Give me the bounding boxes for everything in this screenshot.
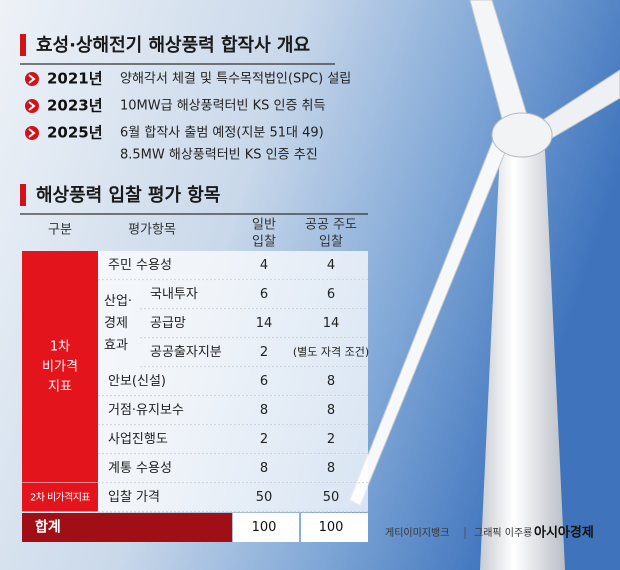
publisher: 아시아경제 xyxy=(534,525,594,541)
row-item: 안보(신설) xyxy=(108,374,166,389)
group-label: 지표 xyxy=(48,380,72,395)
row-item: 국내투자 xyxy=(150,287,198,302)
credit-source: 게티이미지뱅크 xyxy=(385,527,449,539)
value-general: 2 xyxy=(260,345,268,360)
group-label: 1차 xyxy=(50,340,70,355)
total-cell xyxy=(233,513,299,542)
value-general: 6 xyxy=(260,287,268,302)
row-bg xyxy=(98,396,368,425)
evaluation-title: 해상풍력 입찰 평가 항목 xyxy=(36,184,220,206)
row-bg xyxy=(98,454,368,483)
value-general: 8 xyxy=(260,461,268,476)
bullet-arrow xyxy=(28,128,36,138)
row-bg xyxy=(98,483,368,512)
credit-graphic: 그래픽 이주룡 xyxy=(474,527,532,539)
header-cell: 일반 xyxy=(252,218,276,233)
value-public: 2 xyxy=(327,432,335,447)
value-general: 4 xyxy=(260,258,268,273)
row-bg xyxy=(98,338,368,367)
row-item: 주민 수용성 xyxy=(108,258,172,273)
wind-turbine xyxy=(349,0,620,570)
timeline: 2021년 양해각서 체결 및 특수목적법인(SPC) 설립 2023년 10MW급 … xyxy=(25,70,351,163)
value-public: 8 xyxy=(327,403,335,418)
value-public: 4 xyxy=(327,258,335,273)
row-item: 입찰 가격 xyxy=(108,490,160,505)
bullet-arrow xyxy=(28,74,36,84)
row-bg xyxy=(98,251,368,280)
total-public: 100 xyxy=(319,520,344,535)
timeline-year: 2025년 xyxy=(47,124,103,142)
value-public: 8 xyxy=(327,461,335,476)
timeline-text: 6월 합작사 출범 예정(지분 51대 49) xyxy=(120,126,324,141)
title-bar xyxy=(20,184,26,206)
header-cell: 공공 주도 xyxy=(305,218,357,233)
timeline-text: 8.5MW 해상풍력터빈 KS 인증 추진 xyxy=(120,148,318,163)
total-general: 100 xyxy=(252,520,277,535)
title-bar xyxy=(20,34,26,56)
value-general: 14 xyxy=(256,316,273,331)
header-cell: 입찰 xyxy=(319,235,343,250)
value-general: 6 xyxy=(260,374,268,389)
total-label: 합계 xyxy=(35,519,61,536)
bullet-icon xyxy=(25,72,39,86)
row-bg xyxy=(98,425,368,454)
value-general: 50 xyxy=(256,490,273,505)
value-general: 2 xyxy=(260,432,268,447)
timeline-text: 10MW급 해상풍력터빈 KS 인증 취득 xyxy=(120,99,326,114)
row-bg xyxy=(98,309,368,338)
subgroup-label: 경제 xyxy=(104,316,128,331)
subgroup-label: 효과 xyxy=(104,338,128,353)
timeline-text: 양해각서 체결 및 특수목적법인(SPC) 설립 xyxy=(120,72,351,87)
table: 주민 수용성 4 4 국내투자 6 6 공급망 14 14 공공출자지분 2 (별도 자격 조건) 산업… xyxy=(22,251,369,542)
header-cell: 구분 xyxy=(48,223,72,238)
row-item: 공급망 xyxy=(150,316,186,331)
row-bg xyxy=(98,280,368,309)
group-block xyxy=(22,483,98,512)
value-public: 6 xyxy=(327,287,335,302)
row-item: 계통 수용성 xyxy=(108,461,172,476)
total-cell xyxy=(301,513,368,542)
header-cell: 입찰 xyxy=(252,235,276,250)
timeline-year: 2021년 xyxy=(47,70,103,88)
row-item: 사업진행도 xyxy=(108,431,168,447)
overview-title: 효성·상해전기 해상풍력 합작사 개요 xyxy=(36,34,310,56)
value-public: 14 xyxy=(323,316,340,331)
value-public: 8 xyxy=(327,374,335,389)
row-item: 공공출자지분 xyxy=(150,345,222,360)
group-label: 2차 비가격지표 xyxy=(30,491,90,504)
value-public: (별도 자격 조건) xyxy=(293,346,369,359)
bullet-arrow xyxy=(28,101,36,111)
total-label-bg xyxy=(22,513,232,542)
subgroup-label: 산업· xyxy=(104,294,132,309)
value-public: 50 xyxy=(323,490,340,505)
row-item: 거점·유지보수 xyxy=(108,403,184,418)
row-bg xyxy=(98,367,368,396)
group-label: 비가격 xyxy=(42,360,78,375)
timeline-year: 2023년 xyxy=(47,97,103,115)
bullet-icon xyxy=(25,99,39,113)
group-block xyxy=(22,251,98,483)
header-cell: 평가항목 xyxy=(128,223,176,238)
value-general: 8 xyxy=(260,403,268,418)
bullet-icon xyxy=(25,126,39,140)
